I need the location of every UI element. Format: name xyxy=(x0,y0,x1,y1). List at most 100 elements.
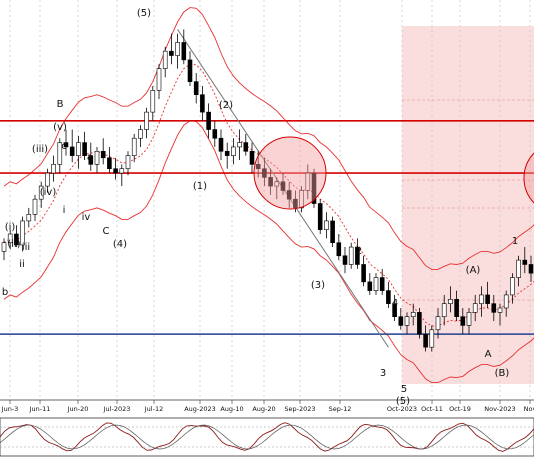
wave-label: iv xyxy=(82,212,91,223)
wave-label: (4) xyxy=(113,239,127,250)
x-tick-label: Jun-20 xyxy=(67,405,89,413)
wave-label: A xyxy=(485,349,492,360)
x-tick-label: Nov-2023 xyxy=(484,405,515,413)
candle-body xyxy=(435,316,441,331)
candle-body xyxy=(355,246,360,265)
highlight-circle xyxy=(523,152,534,204)
wave-label: (iv) xyxy=(40,187,57,198)
candle-body xyxy=(503,294,509,309)
candle-body xyxy=(181,42,187,61)
candle-body xyxy=(299,190,304,209)
candle-body xyxy=(45,172,50,187)
candle-body xyxy=(522,259,528,265)
candle-body xyxy=(150,90,156,113)
candle-body xyxy=(460,316,466,326)
candle-body xyxy=(57,142,63,165)
candle-body xyxy=(1,242,7,252)
candle-body xyxy=(330,220,335,244)
candle-body xyxy=(280,181,286,191)
candle-body xyxy=(441,303,447,318)
horizontal-level-layer xyxy=(0,120,534,335)
candle-body xyxy=(379,277,385,291)
highlight-circle-layer xyxy=(253,136,534,210)
candle-body xyxy=(212,129,218,139)
candle-body xyxy=(262,168,267,178)
candle-body xyxy=(485,294,490,304)
wave-label: 3 xyxy=(380,368,386,379)
wave-label: (5) xyxy=(396,396,410,407)
middle-band xyxy=(3,63,534,327)
candle-body xyxy=(448,298,453,304)
x-tick-label: Nov xyxy=(524,405,534,413)
candle-body xyxy=(274,181,280,187)
wave-label: i xyxy=(63,205,66,216)
candle-body xyxy=(410,312,416,318)
candle-body xyxy=(404,316,410,326)
candle-body xyxy=(286,190,292,200)
candle-body xyxy=(169,50,174,56)
candle-body xyxy=(20,220,25,246)
candle-body xyxy=(144,111,149,130)
candle-body xyxy=(472,303,478,313)
wave-label: a xyxy=(87,152,93,163)
candle-body xyxy=(63,142,69,148)
candle-body xyxy=(516,259,521,278)
candle-body xyxy=(82,142,87,156)
x-tick-label: Jul-2023 xyxy=(103,405,131,413)
wave-label: (5) xyxy=(137,8,151,19)
candle-body xyxy=(200,94,205,113)
wave-label: (1) xyxy=(193,181,207,192)
highlight-circle xyxy=(253,136,327,210)
wave-label: 2 xyxy=(356,246,362,257)
candle-body xyxy=(528,264,534,274)
wave-label: ii xyxy=(19,259,25,270)
candle-body xyxy=(100,150,106,159)
candle-body xyxy=(206,111,211,130)
oscillator-line-signal xyxy=(0,424,534,450)
x-tick-label: Sep-12 xyxy=(329,405,352,413)
candle-body xyxy=(311,172,317,204)
candle-body xyxy=(466,312,472,326)
wave-label-layer: (5) (2) (1) (iii) (iv) (v) (ii) (i) (4) (3) B C A (A)… xyxy=(2,8,518,407)
wave-label: (B) xyxy=(495,368,510,379)
candle-body xyxy=(510,277,515,296)
wave-label: (3) xyxy=(311,280,325,291)
candle-body xyxy=(26,214,32,222)
candle-body xyxy=(69,146,75,156)
candle-body xyxy=(107,157,112,170)
candle-body xyxy=(224,150,230,156)
candle-body xyxy=(348,246,354,265)
candle-body xyxy=(119,168,125,174)
candle-body xyxy=(479,294,484,304)
x-tick-label: Aug-10 xyxy=(220,405,243,413)
candle-body xyxy=(497,307,503,313)
shaded-zone-layer xyxy=(402,26,534,384)
candle-body xyxy=(76,142,81,156)
wave-label: (iii) xyxy=(32,144,48,155)
candle-body xyxy=(324,220,329,230)
oscillator-line-main xyxy=(0,422,534,452)
wave-label: c xyxy=(61,141,67,152)
x-tick-label: Oct-11 xyxy=(421,405,443,413)
candle-body xyxy=(51,164,56,174)
wave-label: 1 xyxy=(512,236,518,247)
candle-body xyxy=(423,333,428,348)
candle-body xyxy=(317,203,323,230)
candle-body xyxy=(342,255,348,265)
candle-body xyxy=(187,59,193,82)
oscillator-frame xyxy=(0,417,534,457)
wave-label: C xyxy=(103,226,110,237)
wave-label: (i) xyxy=(5,222,16,233)
x-tick-label: Jun-3 xyxy=(1,405,19,413)
candle-body xyxy=(231,146,236,156)
x-tick-label: Oct-19 xyxy=(449,405,471,413)
candle-body xyxy=(7,233,13,244)
candle-body xyxy=(243,142,249,152)
wave-label: b xyxy=(2,287,8,298)
x-tick-label: Jun-11 xyxy=(29,405,51,413)
candle-body xyxy=(32,198,38,215)
candle-body xyxy=(392,303,397,318)
candle-body xyxy=(293,198,298,209)
